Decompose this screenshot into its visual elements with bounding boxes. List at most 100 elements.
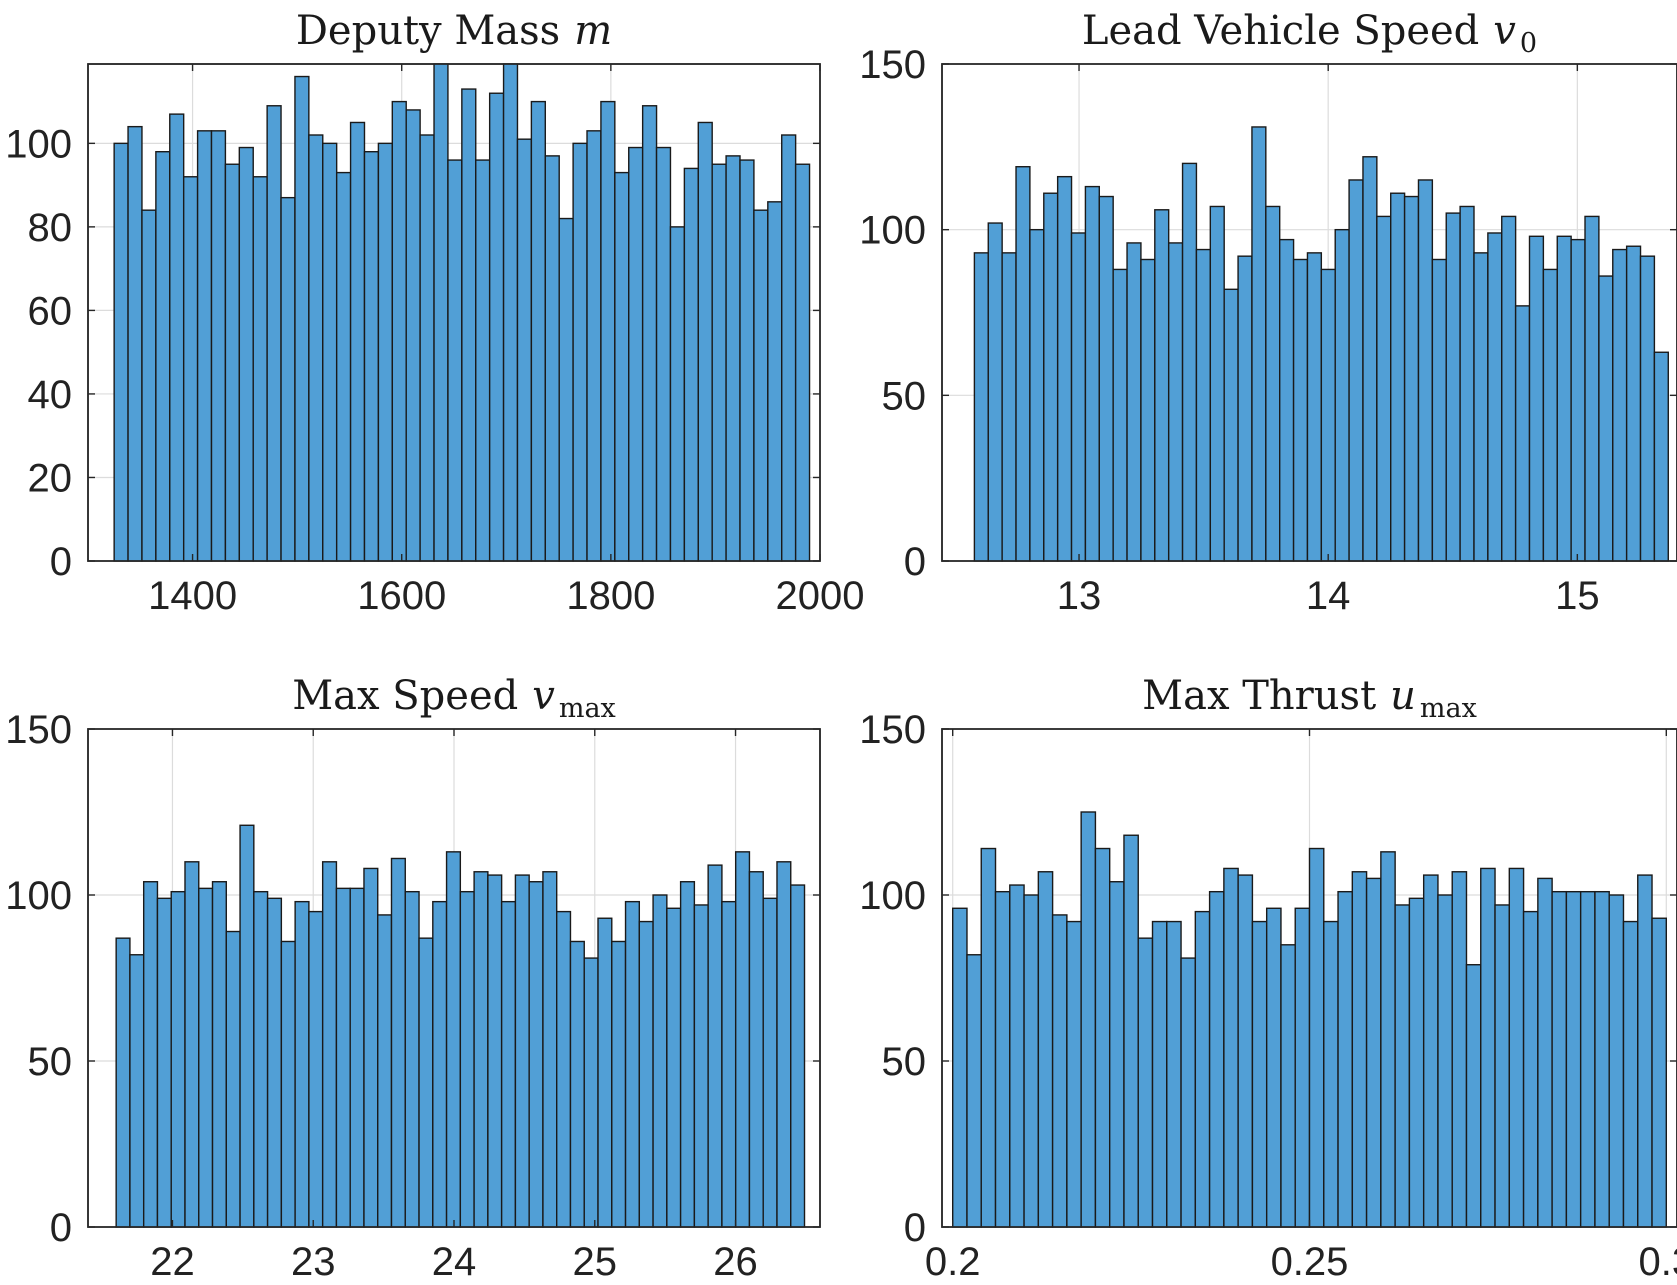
- histogram-bar: [1037, 871, 1054, 1228]
- histogram-bar: [280, 940, 296, 1228]
- histogram-bar: [614, 171, 630, 562]
- histogram-bar: [1608, 894, 1625, 1228]
- axes-border: [87, 63, 821, 562]
- histogram-bar: [1403, 195, 1420, 562]
- histogram-bar: [980, 847, 997, 1228]
- histogram-bar: [1126, 242, 1142, 562]
- histogram-bar: [1308, 847, 1325, 1228]
- y-tick-label: 20: [28, 456, 73, 500]
- ticks: 0.2 0.25 0.3 0 50 100 150: [859, 708, 1677, 1284]
- histogram-bar: [666, 907, 682, 1228]
- histogram-bar: [473, 871, 489, 1228]
- histogram-bar: [1151, 920, 1168, 1228]
- histogram-bar: [611, 940, 627, 1228]
- histogram-bar: [1651, 917, 1667, 1228]
- histogram-bar: [514, 874, 530, 1228]
- histogram-bar: [1598, 275, 1614, 562]
- histogram-bar: [1009, 884, 1025, 1228]
- histogram-bar: [1237, 255, 1253, 562]
- histogram-bar: [266, 105, 282, 562]
- histogram-bar: [1323, 920, 1339, 1228]
- histogram-bar: [748, 871, 764, 1228]
- y-tick-label: 0: [50, 540, 72, 584]
- histogram-bar: [253, 890, 269, 1228]
- x-tick-label: 0.25: [1271, 1240, 1349, 1284]
- histogram-bar: [1056, 175, 1073, 562]
- histogram-bar: [308, 134, 324, 562]
- histogram-bar: [1320, 268, 1336, 562]
- histogram-bar: [1123, 834, 1139, 1228]
- histogram-bar: [569, 940, 585, 1228]
- histogram-bar: [238, 146, 254, 562]
- histogram-bar: [115, 937, 131, 1228]
- histogram-bar: [1653, 351, 1669, 562]
- histogram-bar: [1029, 228, 1045, 562]
- histogram-bar: [707, 864, 723, 1228]
- histogram-bar: [628, 146, 644, 562]
- histogram-bar: [776, 861, 792, 1228]
- histogram-bar: [753, 209, 769, 562]
- subplot-max-speed: 22 23 24 25 26 0 50 100 150 Max Speed v max: [5, 673, 821, 1284]
- histogram-bar: [1208, 890, 1225, 1228]
- histogram-bar: [600, 100, 616, 562]
- histogram-bar: [790, 884, 806, 1228]
- histogram-bar: [1637, 874, 1653, 1228]
- histogram-bar: [1051, 914, 1068, 1228]
- histogram-bar: [418, 937, 434, 1228]
- histogram-bar: [113, 142, 129, 562]
- histogram-bar: [516, 138, 533, 562]
- histogram-bar: [224, 163, 241, 562]
- histogram-bar: [210, 130, 227, 562]
- title-subscript: max: [559, 693, 616, 724]
- y-tick-label: 150: [859, 43, 926, 87]
- histogram-bar: [583, 957, 599, 1228]
- histogram-bar: [1417, 179, 1434, 562]
- histogram-bar: [1437, 894, 1453, 1228]
- histogram-bar: [1070, 232, 1087, 562]
- x-tick-label: 2000: [776, 574, 865, 618]
- x-tick-label: 25: [573, 1240, 618, 1284]
- histogram-bar: [1094, 847, 1111, 1228]
- histogram-bar: [725, 155, 741, 562]
- y-tick-label: 60: [28, 289, 73, 333]
- histogram-bar: [597, 917, 613, 1228]
- histogram-bar: [966, 954, 982, 1228]
- histogram-bar: [1537, 877, 1553, 1228]
- histogram-bar: [488, 92, 505, 562]
- histogram-bar: [1348, 179, 1364, 562]
- histogram-bar: [1480, 867, 1496, 1228]
- histogram-bar: [572, 142, 588, 562]
- histogram-bar: [169, 113, 185, 562]
- x-tick-label: 22: [150, 1240, 195, 1284]
- histogram-bar: [433, 63, 449, 562]
- histogram-bar: [335, 887, 351, 1228]
- histogram-bar: [739, 159, 755, 562]
- y-tick-label: 100: [859, 209, 926, 253]
- title-subscript: max: [1420, 693, 1477, 724]
- histogram-bar: [461, 88, 477, 562]
- histogram-bar: [349, 121, 366, 562]
- histogram-bar: [1251, 920, 1268, 1228]
- histogram-bar: [1501, 215, 1517, 562]
- histogram-bar: [349, 887, 365, 1228]
- chart-title: Max Speed v max: [292, 673, 616, 724]
- histogram-bar: [655, 146, 672, 562]
- histogram-bar: [1380, 851, 1396, 1228]
- histogram-bar: [129, 954, 145, 1228]
- histogram-bar: [1508, 867, 1525, 1228]
- y-tick-label: 50: [28, 1040, 73, 1084]
- histogram-bar: [1066, 920, 1082, 1228]
- histogram-bar: [530, 100, 546, 562]
- ticks: 1400 1600 1800 2000 0 20 40 60 80 100: [5, 64, 864, 618]
- ticks: 22 23 24 25 26 0 50 100 150: [5, 708, 820, 1284]
- histogram-bar: [1140, 258, 1156, 562]
- x-tick-label: 23: [291, 1240, 336, 1284]
- histogram-bar: [1265, 907, 1282, 1228]
- y-tick-label: 150: [859, 708, 926, 752]
- histogram-bar: [321, 861, 338, 1228]
- histogram-bar: [1431, 258, 1447, 562]
- title-subscript: 0: [1520, 28, 1537, 59]
- histogram-bar: [1459, 205, 1475, 562]
- chart-title: Deputy Mass m: [296, 8, 612, 54]
